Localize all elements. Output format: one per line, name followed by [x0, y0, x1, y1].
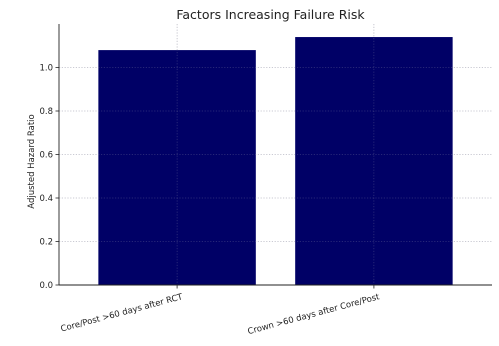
- y-tick-label: 0.2: [39, 238, 53, 248]
- y-tick-label: 0.0: [39, 281, 53, 291]
- x-tick-label: Core/Post >60 days after RCT: [60, 292, 185, 334]
- y-tick-label: 1.0: [39, 64, 53, 74]
- y-tick-label: 0.8: [39, 107, 53, 117]
- bar: [295, 37, 453, 285]
- chart-title: Factors Increasing Failure Risk: [176, 7, 365, 22]
- bars: [59, 24, 492, 286]
- y-axis-label: Adjusted Hazard Ratio: [27, 114, 37, 208]
- y-tick-label: 0.6: [39, 151, 53, 161]
- y-tick-label: 0.4: [39, 194, 53, 204]
- x-tick-label: Crown >60 days after Core/Post: [247, 292, 382, 337]
